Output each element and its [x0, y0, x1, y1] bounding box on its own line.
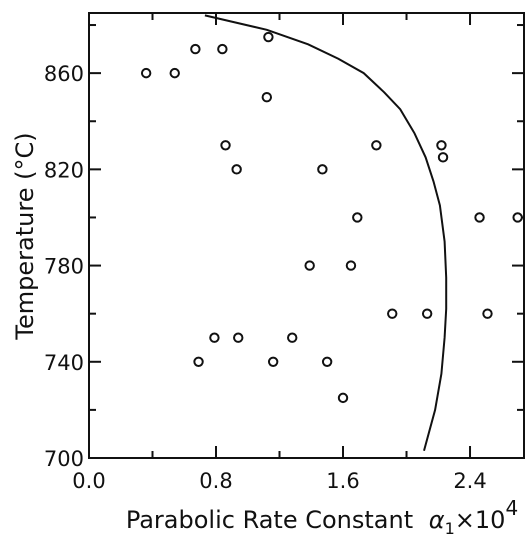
y-tick-label: 860 [44, 62, 84, 86]
x-ticks [88, 13, 472, 458]
data-point [352, 212, 363, 223]
x-tick-label: 1.6 [326, 469, 359, 493]
data-point [263, 31, 274, 43]
y-tick-labels: 700 740 780 820 860 [44, 62, 84, 471]
data-point [421, 308, 433, 319]
data-point [321, 356, 333, 367]
data-point [267, 356, 279, 367]
data-point [231, 164, 242, 175]
y-tick-label: 700 [44, 447, 84, 471]
data-point [337, 392, 349, 404]
y-tick-label: 740 [44, 351, 84, 375]
data-point [304, 260, 315, 271]
data-point [233, 332, 244, 343]
y-tick-label: 780 [44, 255, 84, 279]
data-point [345, 260, 357, 271]
x-tick-labels: 0.0 0.8 1.6 2.4 [72, 469, 486, 493]
data-point [140, 67, 152, 79]
data-point [261, 91, 273, 103]
data-point [169, 67, 180, 79]
y-tick-label: 820 [44, 158, 84, 182]
y-ticks [89, 24, 524, 459]
data-point [387, 308, 398, 319]
x-axis-label-text: Parabolic Rate Constant [126, 506, 413, 534]
data-point [209, 332, 220, 343]
x-tick-label: 0.8 [199, 469, 232, 493]
data-point [220, 140, 231, 151]
data-point [474, 212, 485, 223]
data-point [482, 308, 493, 319]
x-axis-label-symbol: α [429, 506, 445, 534]
x-axis-label-subscript: 1 [445, 519, 455, 535]
data-points [140, 31, 523, 404]
data-point [512, 212, 523, 223]
x-axis-label-multiplier: ×10 [455, 506, 506, 534]
data-point [371, 140, 382, 151]
data-point [217, 43, 228, 55]
x-tick-label: 0.0 [72, 469, 105, 493]
data-point [437, 152, 449, 163]
data-point [287, 332, 298, 343]
fit-curve [204, 14, 448, 452]
data-point [190, 43, 201, 55]
data-point [193, 356, 204, 367]
plot-frame [88, 12, 525, 459]
data-point [436, 140, 447, 151]
data-point [317, 164, 328, 175]
y-axis-label: Temperature (°C) [11, 132, 39, 340]
x-axis-label: Parabolic Rate Constant α1×104 [126, 496, 518, 535]
x-axis-label-exponent: 4 [505, 496, 518, 520]
x-tick-label: 2.4 [453, 469, 486, 493]
